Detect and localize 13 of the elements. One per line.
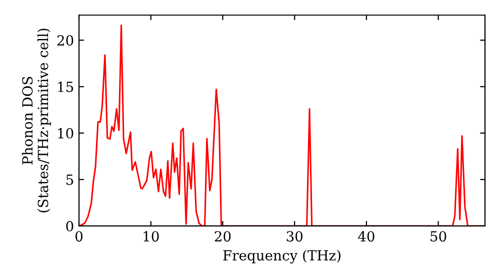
y-tick-label: 10 — [58, 128, 74, 139]
y-tick-label: 15 — [58, 82, 74, 92]
x-tick-label: 50 — [430, 231, 446, 242]
y-tick-label: 20 — [57, 35, 74, 46]
y-tick-label: 0 — [66, 220, 74, 232]
x-tick-label: 0 — [75, 231, 82, 242]
x-tick-label: 20 — [214, 231, 231, 242]
y-axis-title: Phonon DOS (States/THz·primitive cell) — [22, 28, 51, 212]
x-tick-label: 10 — [144, 231, 159, 242]
y-tick-label: 5 — [66, 174, 74, 185]
x-tick-label: 30 — [286, 231, 302, 242]
x-axis-title: Frequency (THz) — [223, 250, 340, 264]
x-tick-label: 40 — [358, 231, 374, 242]
